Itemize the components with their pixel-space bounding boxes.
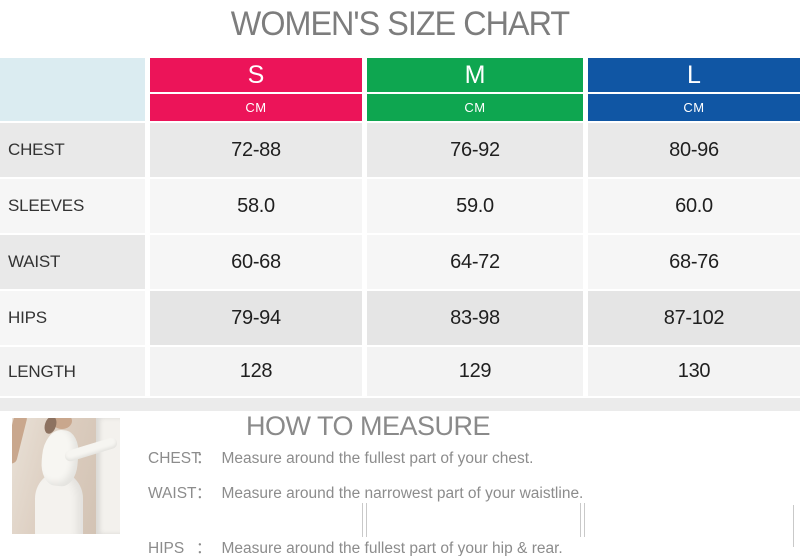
column-border-artifact <box>580 503 585 537</box>
cell-waist-s: 60-68 <box>150 235 362 289</box>
column-border-artifact <box>793 505 796 547</box>
size-header-l: L <box>588 58 800 92</box>
table-corner-cell <box>0 58 145 121</box>
instruction-colon: ： <box>196 540 212 556</box>
model-neck <box>52 418 72 429</box>
table-bottom-strip <box>0 398 800 411</box>
cell-length-m: 129 <box>367 347 583 396</box>
curtain-backdrop <box>96 418 120 534</box>
unit-cell-m: CM <box>367 94 583 121</box>
instruction-text: Measure around the fullest part of your … <box>221 450 534 467</box>
cell-waist-l: 68-76 <box>588 235 800 289</box>
how-to-measure-title: HOW TO MEASURE <box>245 411 491 441</box>
size-header-m: M <box>367 58 583 92</box>
instruction-colon: ： <box>196 485 212 502</box>
model-photo <box>12 418 120 534</box>
column-border-artifact <box>362 503 367 537</box>
instruction-label: WAIST <box>148 485 197 502</box>
how-to-measure-section: HOW TO MEASURE CHEST： Measure around the … <box>0 410 800 556</box>
cell-waist-m: 64-72 <box>367 235 583 289</box>
instruction-text: Measure around the narrowest part of you… <box>221 485 584 502</box>
row-label-sleeves: SLEEVES <box>0 179 145 233</box>
model-raised-arm <box>12 418 29 465</box>
measure-instruction-waist: WAIST： Measure around the narrowest part … <box>148 481 583 503</box>
measure-instruction-chest: CHEST： Measure around the fullest part of… <box>148 446 533 468</box>
cell-sleeves-l: 60.0 <box>588 179 800 233</box>
row-label-chest: CHEST <box>0 123 145 177</box>
measure-instruction-hips: HIPS ： Measure around the fullest part of … <box>148 536 563 556</box>
instruction-label: CHEST <box>148 450 201 467</box>
size-table: S CM M CM L CM CHEST 72-88 76-92 80-96 SLEEVES 58.0… <box>0 58 800 396</box>
cell-hips-m: 83-98 <box>367 291 583 345</box>
instruction-label: HIPS <box>148 540 185 556</box>
cell-length-l: 130 <box>588 347 800 396</box>
cell-chest-l: 80-96 <box>588 123 800 177</box>
cell-hips-s: 79-94 <box>150 291 362 345</box>
row-label-waist: WAIST <box>0 235 145 289</box>
cell-sleeves-m: 59.0 <box>367 179 583 233</box>
instruction-text: Measure around the fullest part of your … <box>221 540 563 556</box>
unit-cell-s: CM <box>150 94 362 121</box>
row-label-hips: HIPS <box>0 291 145 345</box>
cell-chest-s: 72-88 <box>150 123 362 177</box>
cell-length-s: 128 <box>150 347 362 396</box>
cell-hips-l: 87-102 <box>588 291 800 345</box>
row-label-length: LENGTH <box>0 347 145 396</box>
cell-chest-m: 76-92 <box>367 123 583 177</box>
unit-cell-l: CM <box>588 94 800 121</box>
instruction-colon: ： <box>196 450 212 467</box>
cell-sleeves-s: 58.0 <box>150 179 362 233</box>
size-header-s: S <box>150 58 362 92</box>
page-title: WOMEN'S SIZE CHART <box>230 5 570 43</box>
